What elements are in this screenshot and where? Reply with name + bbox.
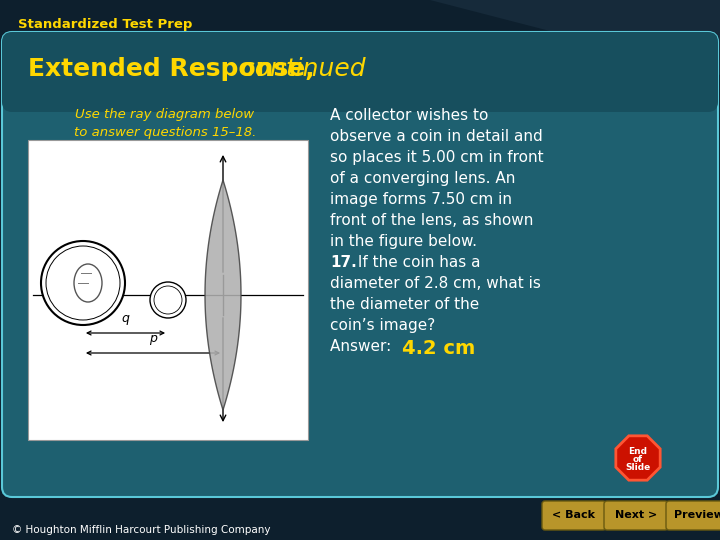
Text: front of the lens, as shown: front of the lens, as shown xyxy=(330,213,534,228)
Text: so places it 5.00 cm in front: so places it 5.00 cm in front xyxy=(330,150,544,165)
FancyBboxPatch shape xyxy=(2,32,718,497)
Circle shape xyxy=(41,241,125,325)
Text: p: p xyxy=(149,332,157,345)
Text: of: of xyxy=(633,455,643,463)
Text: Slide: Slide xyxy=(626,462,651,471)
Text: Answer:: Answer: xyxy=(330,339,401,354)
Polygon shape xyxy=(616,436,660,480)
Text: image forms 7.50 cm in: image forms 7.50 cm in xyxy=(330,192,512,207)
Text: coin’s image?: coin’s image? xyxy=(330,318,436,333)
FancyBboxPatch shape xyxy=(2,32,718,112)
Text: End: End xyxy=(629,447,647,456)
Text: If the coin has a: If the coin has a xyxy=(353,255,480,270)
Text: diameter of 2.8 cm, what is: diameter of 2.8 cm, what is xyxy=(330,276,541,291)
Text: Preview  ⌂: Preview ⌂ xyxy=(674,510,720,521)
Text: observe a coin in detail and: observe a coin in detail and xyxy=(330,129,543,144)
Text: < Back: < Back xyxy=(552,510,595,521)
Text: 4.2 cm: 4.2 cm xyxy=(402,339,475,358)
Text: of a converging lens. An: of a converging lens. An xyxy=(330,171,516,186)
Text: in the figure below.: in the figure below. xyxy=(330,234,477,249)
Text: the diameter of the: the diameter of the xyxy=(330,297,480,312)
FancyBboxPatch shape xyxy=(542,501,606,530)
FancyBboxPatch shape xyxy=(28,140,308,440)
Text: Next >: Next > xyxy=(615,510,657,521)
Text: A collector wishes to: A collector wishes to xyxy=(330,108,488,123)
Text: 17.: 17. xyxy=(330,255,356,270)
Text: © Houghton Mifflin Harcourt Publishing Company: © Houghton Mifflin Harcourt Publishing C… xyxy=(12,525,271,535)
Circle shape xyxy=(150,282,186,318)
Polygon shape xyxy=(430,0,720,75)
Text: Standardized Test Prep: Standardized Test Prep xyxy=(18,18,192,31)
Text: continued: continued xyxy=(233,57,366,81)
Text: Extended Response,: Extended Response, xyxy=(28,57,315,81)
Polygon shape xyxy=(205,180,241,410)
FancyBboxPatch shape xyxy=(666,501,720,530)
Text: q: q xyxy=(122,312,130,325)
Text: Use the ray diagram below
to answer questions 15–18.: Use the ray diagram below to answer ques… xyxy=(74,108,256,139)
FancyBboxPatch shape xyxy=(604,501,668,530)
